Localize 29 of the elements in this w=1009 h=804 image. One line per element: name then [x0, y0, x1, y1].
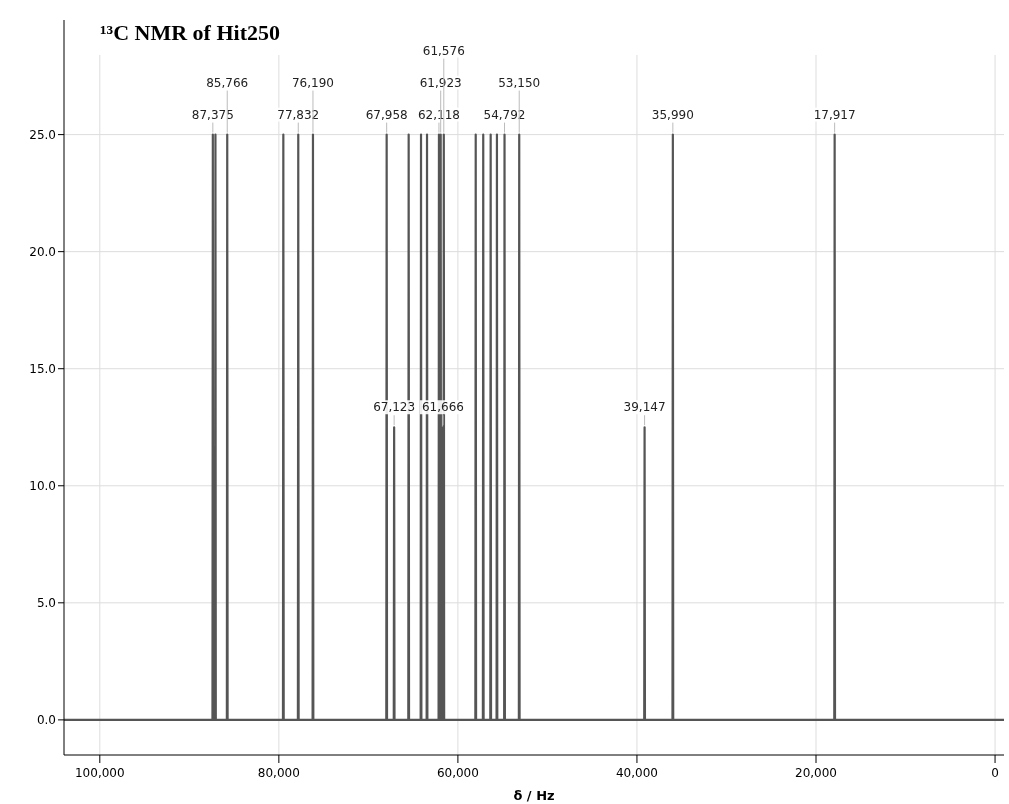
x-tick-label: 20,000 [795, 766, 837, 780]
annotation: 53,150 [498, 75, 541, 90]
y-tick-label: 25.0 [29, 127, 56, 142]
x-tick-label: 0 [991, 766, 999, 780]
y-tick-label: 5.0 [36, 595, 56, 610]
annotation: 61,923 [419, 75, 462, 90]
annotation: 35,990 [651, 107, 694, 122]
y-tick-label: 20.0 [29, 244, 56, 259]
y-tick-label: 10.0 [29, 478, 56, 493]
annotation: 61,666 [421, 400, 464, 415]
annotation: 54,792 [483, 107, 526, 122]
y-tick-label: 0.0 [36, 712, 56, 727]
annotation: 76,190 [291, 75, 334, 90]
annotation: 87,375 [191, 107, 234, 122]
annotation: 85,766 [206, 75, 249, 90]
x-tick-label: 40,000 [615, 766, 658, 780]
chart-title: ¹³C NMR of Hit250 [100, 20, 280, 45]
annotation: 67,958 [365, 107, 408, 122]
x-tick-label: 80,000 [257, 766, 300, 780]
annotation: 77,832 [277, 107, 320, 122]
x-tick-label: 100,000 [75, 766, 125, 780]
annotation: 67,123 [373, 400, 416, 415]
annotation: 62,118 [417, 107, 460, 122]
y-tick-label: 15.0 [29, 361, 56, 376]
x-tick-label: 60,000 [436, 766, 479, 780]
annotation: 17,917 [813, 107, 856, 122]
annotation: 61,576 [422, 43, 465, 58]
annotation: 39,147 [623, 400, 666, 415]
x-axis-title: δ / Hz [513, 788, 555, 803]
